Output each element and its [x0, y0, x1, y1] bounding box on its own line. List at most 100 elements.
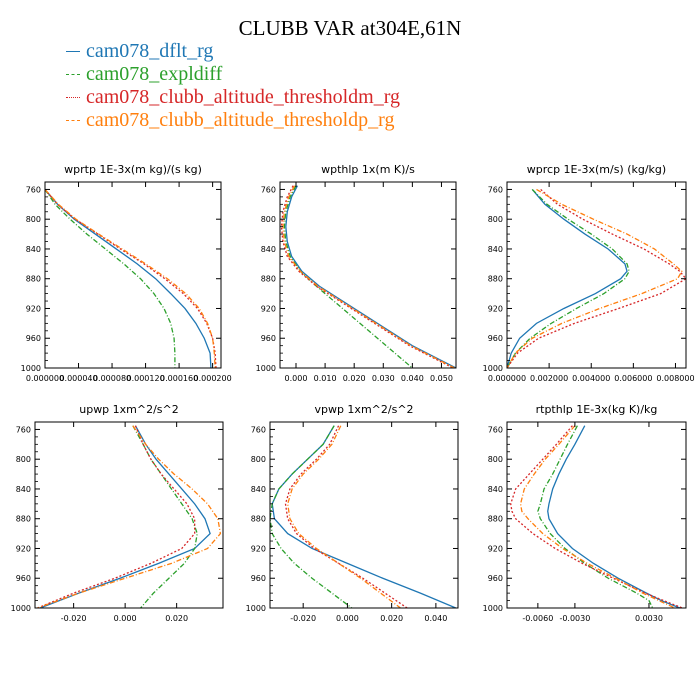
x-tick-label: 0.000000 — [26, 374, 64, 383]
plot-frame — [34, 421, 224, 609]
y-tick-label: 920 — [26, 304, 41, 313]
x-tick-label: 0.010 — [314, 374, 337, 383]
panel-title: vpwp 1xm^2/s^2 — [314, 403, 413, 416]
legend-swatch-3 — [66, 97, 80, 98]
x-tick-label: 0.008000 — [656, 374, 694, 383]
legend-swatch-2 — [66, 74, 80, 75]
x-tick-label: 0.002000 — [530, 374, 568, 383]
y-tick-label: 960 — [26, 334, 41, 343]
series-line-2 — [270, 425, 353, 608]
legend-swatch-4 — [66, 120, 80, 121]
x-tick-label: 0.006000 — [614, 374, 652, 383]
y-tick-label: 1000 — [246, 604, 266, 613]
series-line-3 — [510, 425, 683, 608]
legend-label-4: cam078_clubb_altitude_thresholdp_rg — [86, 109, 395, 131]
x-tick-label: 0.004000 — [572, 374, 610, 383]
plot-frame — [269, 421, 459, 609]
x-tick-label: 0.000040 — [59, 374, 97, 383]
chart-panel-2: wpthlp 1x(m K)/s 760 800 840 880 920 960 1000 0.… — [256, 163, 457, 383]
x-tick-label: 0.000120 — [126, 374, 164, 383]
y-tick-label: 880 — [251, 515, 266, 524]
x-tick-label: 0.0030 — [635, 614, 663, 623]
x-tick-label: 0.040 — [424, 614, 447, 623]
panel-title: rtpthlp 1E-3x(kg K)/kg — [536, 403, 658, 416]
series-line-4 — [507, 188, 683, 368]
legend-entry-3: cam078_clubb_altitude_thresholdm_rg — [66, 86, 400, 109]
y-tick-label: 1000 — [21, 364, 41, 373]
series-line-4 — [37, 425, 222, 608]
plot-frame — [44, 181, 222, 369]
y-tick-label: 880 — [488, 275, 503, 284]
x-tick-label: 0.000200 — [194, 374, 232, 383]
series-line-4 — [287, 425, 401, 608]
legend-entry-1: cam078_dflt_rg — [66, 40, 400, 63]
y-tick-label: 800 — [251, 455, 266, 464]
series-line-1 — [271, 425, 457, 608]
y-tick-label: 880 — [261, 275, 276, 284]
y-tick-label: 1000 — [256, 364, 276, 373]
x-tick-label: -0.020 — [61, 614, 87, 623]
series-line-2 — [132, 425, 198, 608]
y-tick-label: 960 — [251, 574, 266, 583]
y-tick-label: 760 — [261, 185, 276, 194]
series-line-4 — [282, 185, 455, 368]
y-tick-label: 1000 — [483, 364, 503, 373]
series-line-1 — [285, 185, 456, 368]
legend-entry-2: cam078_expldiff — [66, 63, 400, 86]
panel-title: wpthlp 1x(m K)/s — [321, 163, 415, 176]
x-tick-label: 0.020 — [343, 374, 366, 383]
series-line-1 — [547, 425, 681, 608]
x-tick-label: 0.020 — [165, 614, 188, 623]
series-line-3 — [507, 188, 686, 368]
plot-frame — [279, 181, 457, 369]
y-tick-label: 840 — [251, 485, 266, 494]
y-tick-label: 840 — [26, 245, 41, 254]
series-line-1 — [45, 189, 212, 368]
y-tick-label: 920 — [16, 544, 31, 553]
y-tick-label: 880 — [488, 515, 503, 524]
figure-title: CLUBB VAR at304E,61N — [238, 16, 462, 40]
y-tick-label: 920 — [251, 544, 266, 553]
series-line-3 — [37, 425, 196, 608]
y-tick-label: 760 — [16, 425, 31, 434]
legend-entry-4: cam078_clubb_altitude_thresholdp_rg — [66, 109, 400, 132]
y-tick-label: 840 — [488, 485, 503, 494]
x-tick-label: 0.000 — [285, 374, 308, 383]
x-tick-label: 0.000160 — [160, 374, 198, 383]
x-tick-label: -0.020 — [290, 614, 316, 623]
x-tick-label: 0.020 — [380, 614, 403, 623]
plot-frame — [506, 421, 687, 609]
legend-label-2: cam078_expldiff — [86, 63, 223, 85]
y-tick-label: 760 — [488, 185, 503, 194]
y-tick-label: 960 — [488, 574, 503, 583]
y-tick-label: 920 — [488, 304, 503, 313]
x-tick-label: 0.040 — [401, 374, 424, 383]
x-tick-label: -0.0060 — [522, 614, 553, 623]
x-tick-label: 0.000080 — [93, 374, 131, 383]
y-tick-label: 760 — [26, 185, 41, 194]
y-tick-label: 800 — [488, 215, 503, 224]
y-tick-label: 800 — [16, 455, 31, 464]
series-line-1 — [39, 425, 211, 608]
series-line-2 — [537, 425, 654, 608]
y-tick-label: 840 — [16, 485, 31, 494]
series-line-1 — [507, 189, 628, 368]
series-line-2 — [283, 185, 413, 368]
legend-label-3: cam078_clubb_altitude_thresholdm_rg — [86, 86, 401, 108]
series-line-3 — [284, 425, 408, 608]
series-line-2 — [507, 188, 630, 368]
x-tick-label: 0.000 — [114, 614, 137, 623]
y-tick-label: 880 — [16, 515, 31, 524]
y-tick-label: 960 — [488, 334, 503, 343]
y-tick-label: 1000 — [11, 604, 31, 613]
chart-panel-6: rtpthlp 1E-3x(kg K)/kg 760 800 840 880 920 960… — [483, 403, 687, 623]
panel-title: wprtp 1E-3x(m kg)/(s kg) — [64, 163, 202, 176]
chart-panel-3: wprcp 1E-3x(m/s) (kg/kg) 760 800 840 880 920 9… — [483, 163, 695, 383]
y-tick-label: 800 — [261, 215, 276, 224]
y-tick-label: 840 — [261, 245, 276, 254]
y-tick-label: 880 — [26, 275, 41, 284]
y-tick-label: 920 — [261, 304, 276, 313]
x-tick-label: 0.050 — [430, 374, 453, 383]
series-line-3 — [45, 189, 217, 368]
